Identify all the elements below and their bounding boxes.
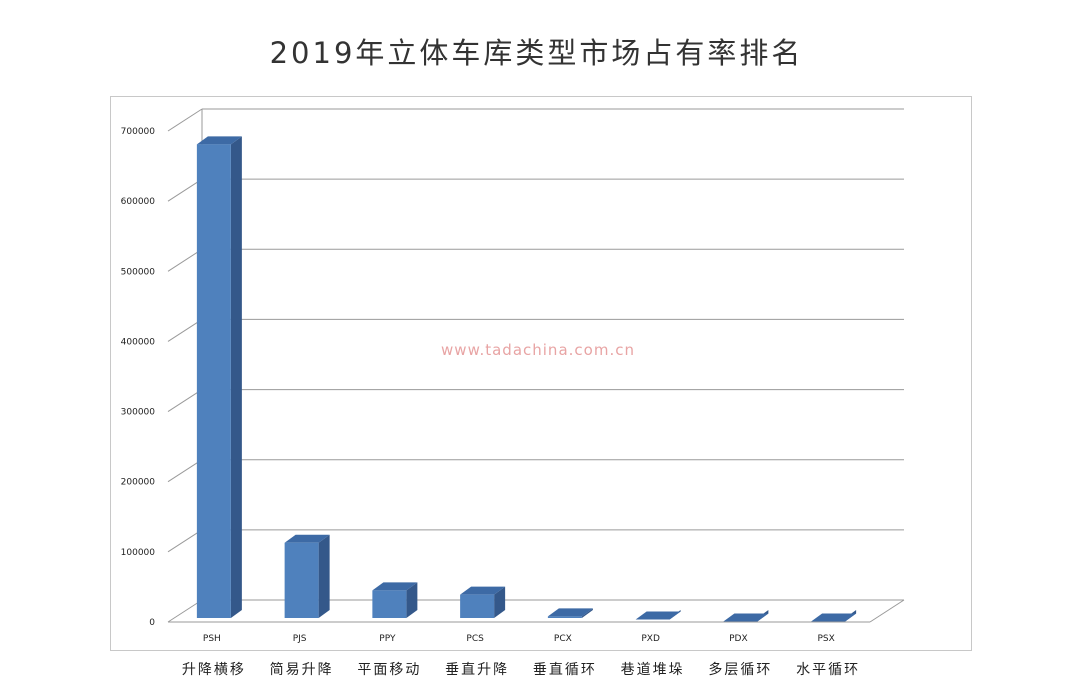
bar-side [581, 608, 593, 618]
gridline-diagonal [167, 108, 203, 132]
bar [460, 586, 506, 618]
bar [635, 610, 681, 620]
bar-front [372, 590, 407, 618]
bar-top [547, 608, 593, 617]
bar-top [460, 586, 506, 595]
x-tick-label: PDX [729, 634, 748, 644]
bar [547, 608, 593, 618]
y-tick-label: 500000 [121, 267, 156, 277]
floor-right-edge [869, 599, 905, 623]
y-tick-label: 100000 [121, 548, 156, 558]
gridline-diagonal [167, 178, 203, 202]
gridline-diagonal [167, 389, 203, 412]
category-name-label: 巷道堆垛 [621, 662, 685, 678]
bar-side [318, 534, 330, 618]
gridline-diagonal [167, 529, 203, 553]
bar-front [547, 616, 582, 618]
x-tick-label: PCX [554, 634, 572, 644]
y-tick-label: 0 [149, 618, 155, 628]
bar-top [284, 534, 330, 543]
bar-top [372, 582, 418, 591]
y-tick-label: 400000 [121, 337, 156, 347]
bar [284, 534, 330, 618]
x-tick-label: PSH [203, 634, 221, 644]
bar [372, 582, 418, 618]
category-name-label: 升降横移 [182, 662, 246, 678]
x-tick-label: PJS [293, 634, 307, 644]
bar-top [196, 136, 242, 145]
category-name-label: 垂直循环 [533, 661, 597, 678]
bar-top [635, 611, 681, 620]
chart-frame [110, 96, 972, 651]
gridline-diagonal [167, 248, 203, 272]
y-tick-label: 700000 [121, 127, 156, 137]
category-name-label: 水平循环 [796, 662, 860, 678]
bar-front [460, 594, 495, 618]
category-name-label: 平面移动 [357, 662, 421, 678]
gridline-diagonal [167, 319, 203, 342]
y-tick-label: 200000 [121, 478, 156, 488]
x-tick-label: PSX [817, 634, 834, 644]
x-tick-label: PCS [466, 634, 484, 644]
bar [811, 610, 857, 622]
y-tick-label: 600000 [121, 197, 156, 207]
gridline-diagonal [167, 459, 203, 483]
gridlines [167, 108, 905, 623]
bar [196, 136, 242, 618]
category-name-label: 垂直升降 [445, 661, 509, 678]
bar-top [723, 613, 769, 622]
bar-side [406, 582, 418, 618]
x-tick-label: PPY [379, 634, 396, 644]
chart-title: 2019年立体车库类型市场占有率排名 [269, 36, 804, 70]
bar-front [284, 542, 319, 618]
gridline-diagonal [167, 599, 203, 623]
bar-side [494, 586, 506, 618]
bar [723, 610, 769, 622]
bar-side [230, 136, 242, 618]
category-name-label: 多层循环 [708, 661, 772, 678]
bar-top [811, 613, 857, 622]
y-tick-label: 300000 [121, 408, 156, 418]
watermark: www.tadachina.com.cn [441, 341, 635, 359]
category-name-label: 简易升降 [270, 661, 334, 678]
x-tick-label: PXD [641, 634, 660, 644]
bar-front [196, 144, 231, 618]
